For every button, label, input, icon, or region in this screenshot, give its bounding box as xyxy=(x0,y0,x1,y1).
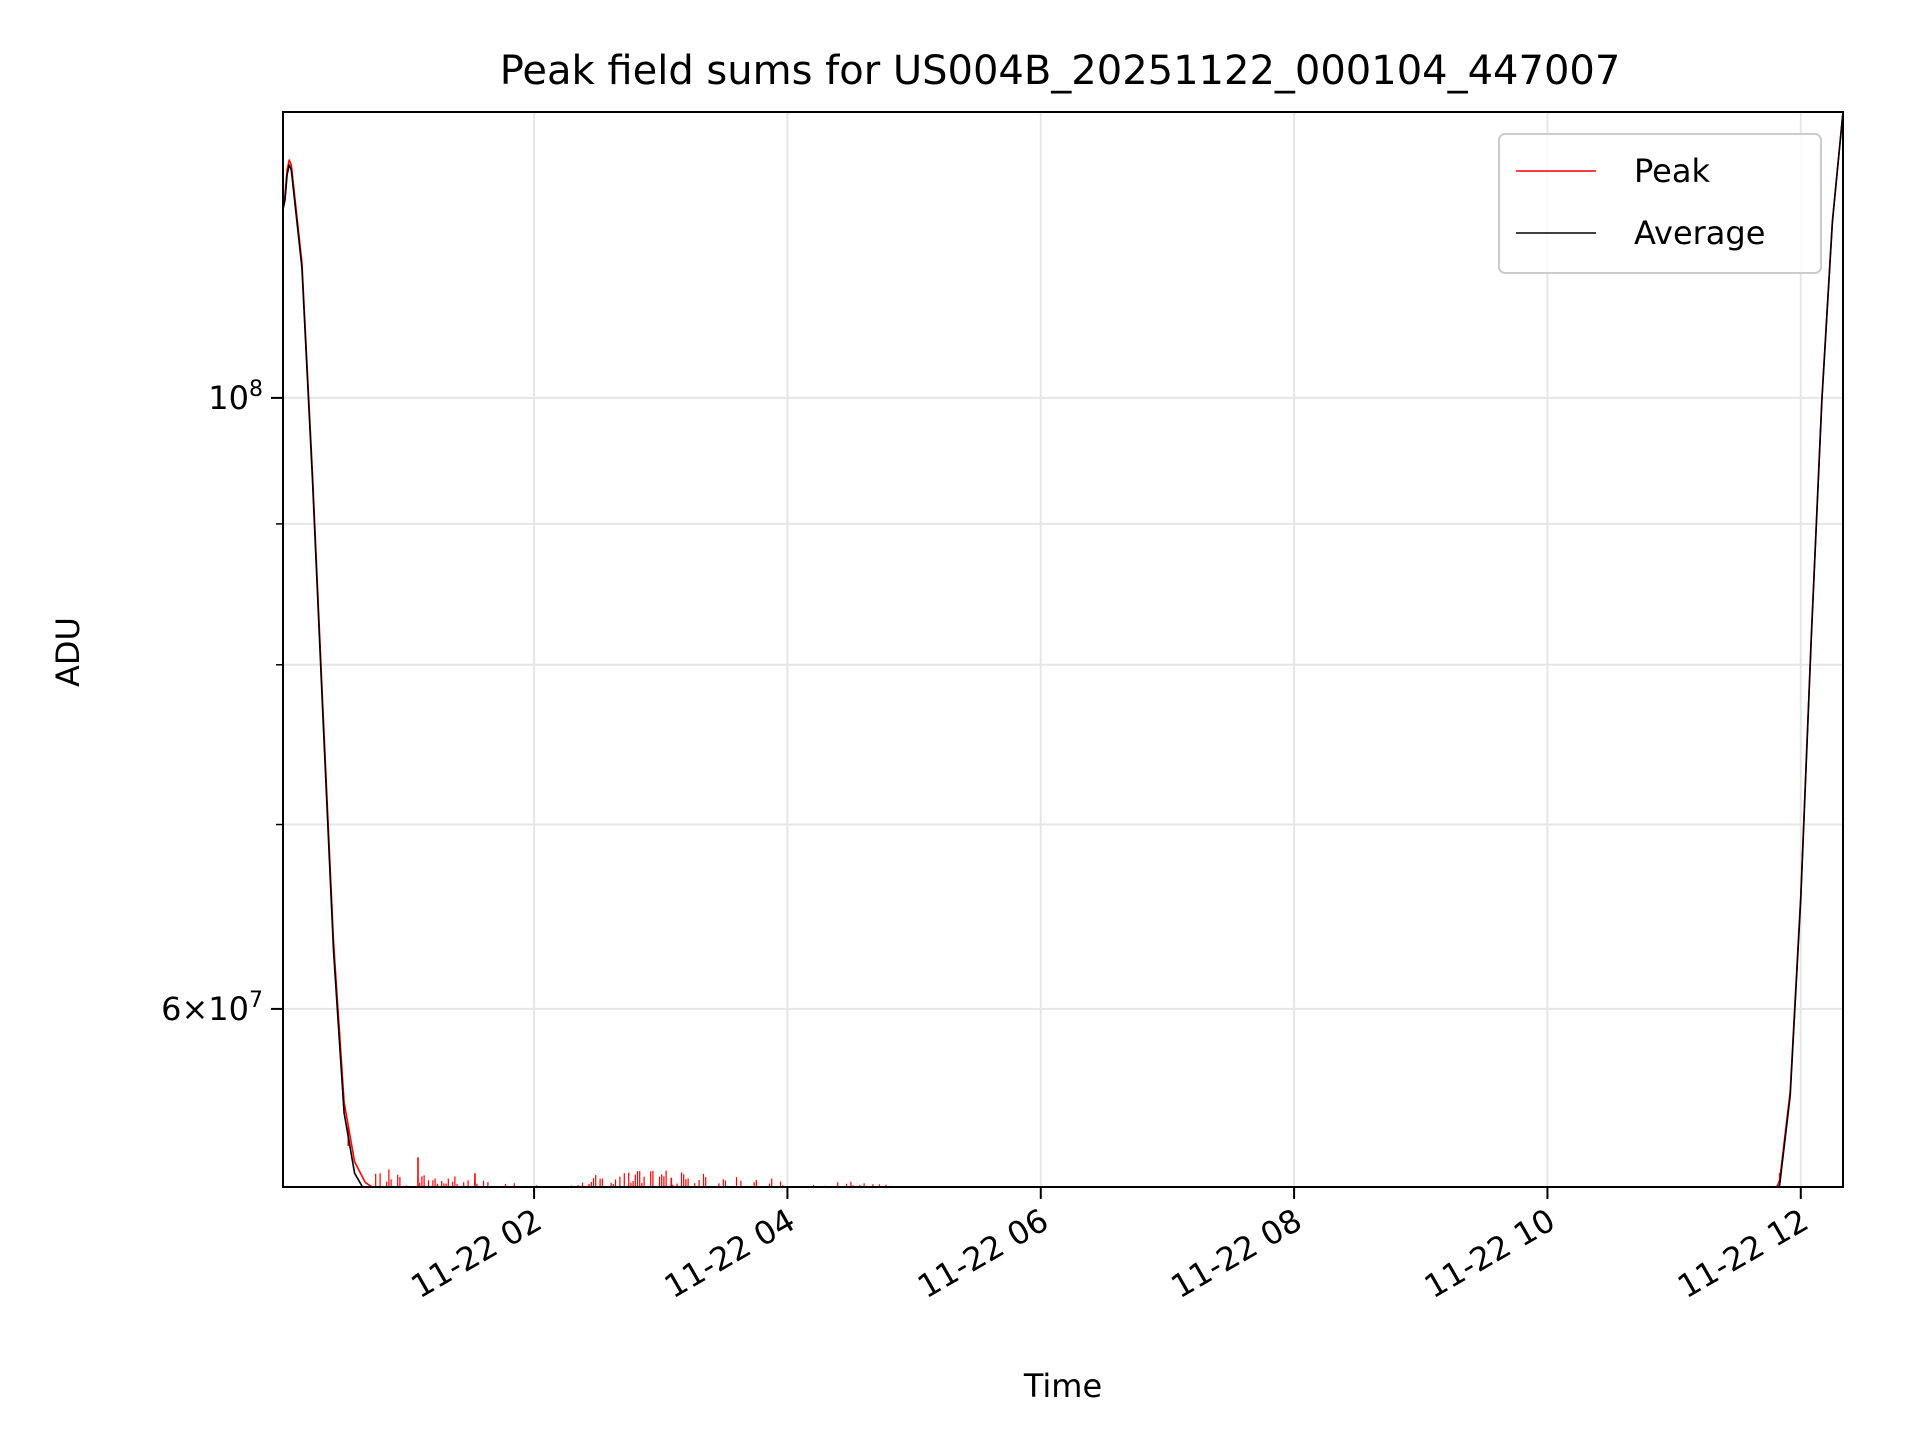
legend-box xyxy=(1498,133,1822,274)
plot-frame xyxy=(282,111,1844,1188)
legend-label-peak: Peak xyxy=(1634,152,1710,190)
x-axis-label: Time xyxy=(1023,1367,1102,1405)
legend: Peak Average xyxy=(1498,133,1822,274)
plot-area: 11-22 02 11-22 04 11-22 06 11-22 08 11-22 10… xyxy=(161,111,1844,1306)
series-jitter-peak xyxy=(375,1169,936,1187)
y-axis-label: ADU xyxy=(49,617,87,687)
plot-background xyxy=(283,112,1843,1187)
series-line-average xyxy=(283,112,1843,1187)
legend-label-average: Average xyxy=(1634,214,1765,252)
y-tick-label: 6×107 xyxy=(161,988,263,1028)
grid xyxy=(283,112,1843,1187)
chart-title: Peak field sums for US004B_20251122_0001… xyxy=(500,48,1621,94)
